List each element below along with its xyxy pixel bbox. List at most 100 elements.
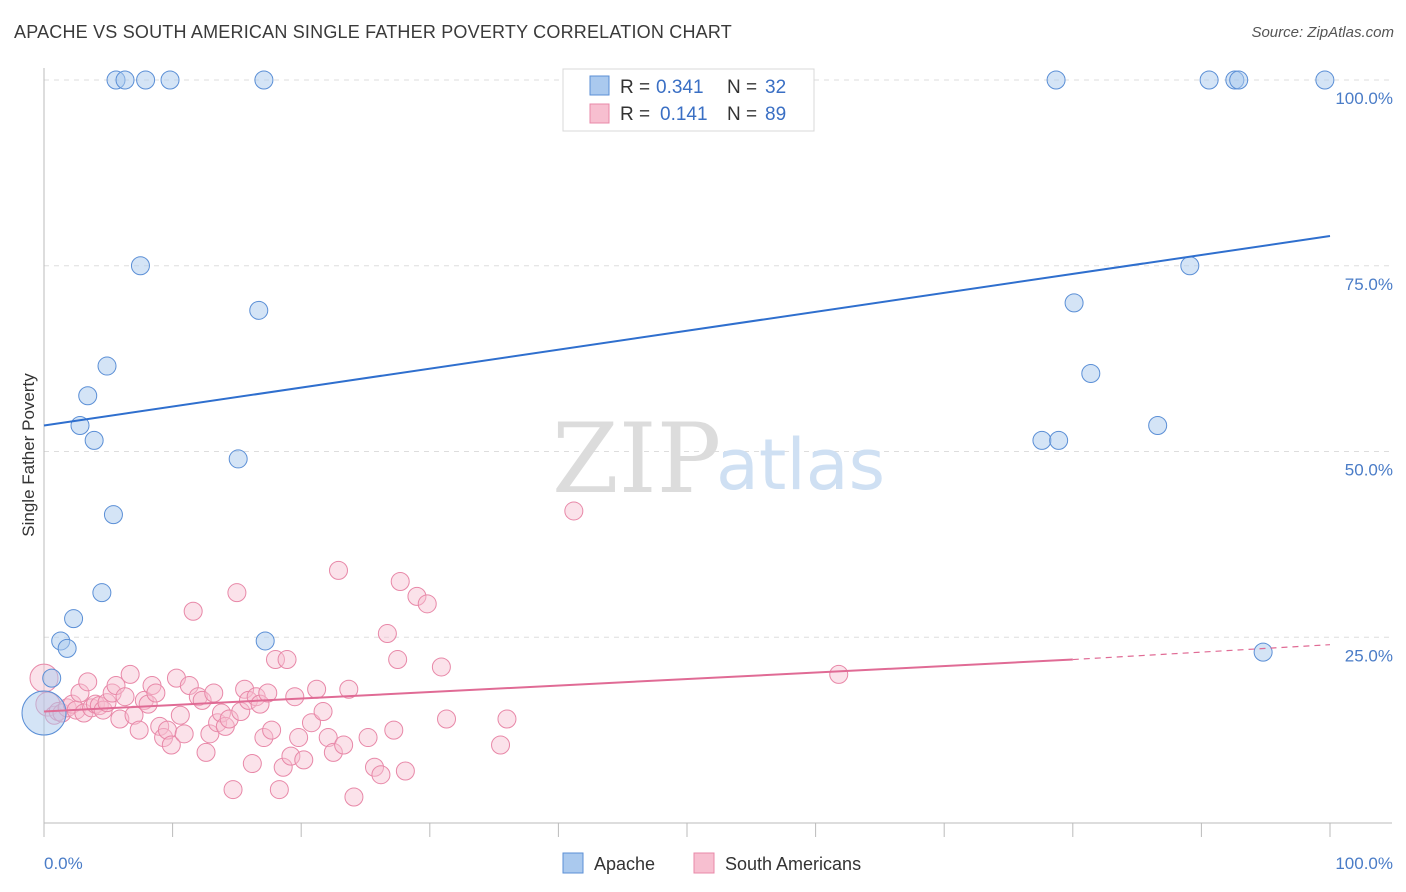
y-tick-label-75: 75.0% [1345,275,1393,294]
point-south-americans-19 [115,687,135,707]
point-south-americans-75 [371,765,391,785]
point-apache-27 [1199,70,1219,90]
point-south-americans-58 [273,757,293,777]
point-south-americans-77 [384,720,404,740]
x-tick-label-min: 0.0% [44,854,83,873]
trend-line-south-americans [43,658,1073,713]
point-south-americans-40 [204,683,224,703]
point-south-americans-62 [289,728,309,748]
trend-lines [43,235,1331,713]
legend-n-value-sa: 89 [765,104,786,125]
legend-r-label-apache: R = [620,77,650,98]
legend-n-label-apache: N = [727,77,757,98]
bottom-legend: Apache South Americans [562,852,861,874]
point-apache-16 [228,449,248,469]
point-south-americans-76 [377,624,397,644]
legend-r-value-apache: 0.341 [656,77,704,98]
point-south-americans-67 [318,728,338,748]
point-south-americans-83 [431,657,451,677]
point-south-americans-78 [388,650,408,670]
point-south-americans-24 [138,694,158,714]
point-south-americans-69 [328,560,348,580]
point-apache-30 [1253,642,1273,662]
point-apache-10 [103,505,123,525]
point-south-americans-72 [344,787,364,807]
point-south-americans-68 [323,742,343,762]
point-south-americans-87 [564,501,584,521]
point-south-americans-82 [417,594,437,614]
point-south-americans-86 [497,709,517,729]
point-apache-12 [115,70,135,90]
point-south-americans-85 [491,735,511,755]
point-apache-26 [1180,256,1200,276]
point-south-americans-79 [390,572,410,592]
legend-swatch-apache [589,75,610,96]
point-south-americans-81 [407,586,427,606]
point-south-americans-46 [227,583,247,603]
point-apache-8 [92,583,112,603]
point-south-americans-60 [281,746,301,766]
point-apache-17 [249,300,269,320]
point-south-americans-39 [200,724,220,744]
legend-n-label-sa: N = [727,104,757,125]
point-apache-20 [1032,430,1052,450]
chart-title: APACHE VS SOUTH AMERICAN SINGLE FATHER P… [14,22,732,42]
point-apache-21 [1046,70,1066,90]
point-south-americans-10 [78,672,98,692]
point-south-americans-65 [307,679,327,699]
point-south-americans-71 [339,679,359,699]
point-south-americans-33 [174,724,194,744]
bottom-legend-apache: Apache [594,854,655,874]
point-south-americans-37 [192,690,212,710]
point-south-americans-35 [183,601,203,621]
point-south-americans-66 [313,702,333,722]
point-apache-1 [42,668,62,688]
point-south-americans-45 [223,780,243,800]
point-south-americans-74 [365,757,385,777]
point-apache-7 [84,430,104,450]
point-south-americans-8 [70,683,90,703]
legend-swatch-south-americans [589,103,610,124]
point-apache-22 [1049,430,1069,450]
point-south-americans-23 [134,690,154,710]
point-south-americans-22 [129,720,149,740]
point-south-americans-32 [170,705,190,725]
point-apache-14 [136,70,156,90]
point-south-americans-64 [301,713,321,733]
point-south-americans-26 [146,683,166,703]
point-apache-15 [160,70,180,90]
bottom-legend-swatch-south-americans [693,852,715,874]
point-south-americans-53 [254,728,274,748]
watermark: ZIP atlas [552,403,885,515]
point-apache-24 [1081,363,1101,383]
point-apache-13 [130,256,150,276]
x-tick-labels: 0.0% 100.0% [44,854,1393,873]
point-apache-0 [21,690,67,736]
y-axis-title: Single Father Poverty [19,373,38,537]
bottom-legend-south-americans: South Americans [725,854,861,874]
point-south-americans-36 [188,687,208,707]
point-south-americans-63 [294,750,314,770]
point-apache-9 [97,356,117,376]
point-apache-4 [64,609,84,629]
point-south-americans-73 [358,728,378,748]
point-apache-31 [1315,70,1335,90]
legend: R = 0.341 N = 32 R = 0.141 N = 89 [562,68,815,132]
point-apache-3 [57,638,77,658]
legend-r-label-sa: R = [620,104,650,125]
legend-n-value-apache: 32 [765,77,786,98]
point-south-americans-38 [196,742,216,762]
point-south-americans-30 [161,735,181,755]
y-tick-label-25: 25.0% [1345,646,1393,665]
point-south-americans-57 [269,780,289,800]
point-south-americans-70 [334,735,354,755]
x-tick-label-max: 100.0% [1335,854,1393,873]
watermark-atlas: atlas [716,424,885,506]
point-south-americans-18 [110,709,130,729]
series-apache [21,70,1335,736]
source-label: Source: ZipAtlas.com [1251,24,1394,41]
series-south-americans [29,501,849,807]
point-apache-18 [255,631,275,651]
point-south-americans-48 [235,679,255,699]
